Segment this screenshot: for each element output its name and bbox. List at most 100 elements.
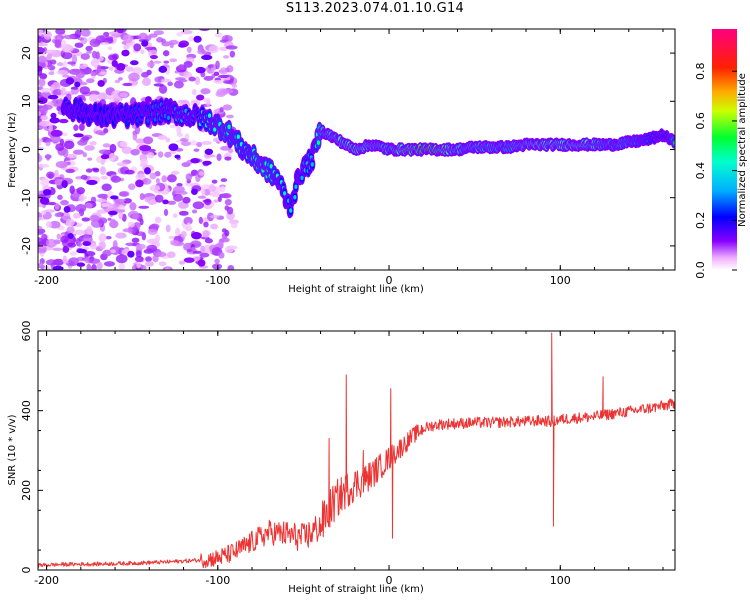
spectrogram-noise-cell: [97, 92, 108, 101]
spectrogram-noise-cell: [38, 43, 48, 47]
spectrogram-noise-cell: [142, 77, 152, 86]
spectrogram-noise-cell: [100, 154, 110, 160]
y-tick-label: -10: [20, 189, 33, 207]
spectrogram-noise-cell: [176, 183, 183, 187]
spectrogram-noise-cell: [81, 217, 91, 222]
x-tick-label: -100: [205, 274, 230, 287]
spectrogram-noise-cell: [145, 96, 152, 104]
spectrogram-noise-cell: [86, 78, 95, 84]
spectrogram-noise-cell: [38, 35, 43, 43]
spectrogram-noise-cell: [134, 255, 144, 263]
snr-marks: [38, 332, 675, 569]
spectrogram-noise-cell: [197, 48, 207, 55]
spectrogram-noise-cell: [222, 80, 234, 85]
spectrogram-noise-cell: [140, 49, 145, 55]
spectrogram-noise-cell: [38, 111, 42, 116]
spectrogram-noise-cell: [92, 168, 100, 173]
spectrogram-noise-cell: [131, 66, 143, 75]
spectrogram-noise-cell: [185, 173, 193, 181]
spectrogram-noise-cell: [39, 120, 50, 127]
spectrogram-noise-cell: [218, 74, 229, 79]
spectrogram-noise-cell: [224, 205, 230, 211]
spectrogram-noise-cell: [61, 180, 68, 189]
spectrogram-noise-cell: [86, 225, 93, 235]
spectrogram-noise-cell: [74, 29, 82, 38]
spectrogram-noise-cell: [204, 238, 213, 244]
spectrogram-noise-cell: [178, 79, 188, 83]
spectrogram-noise-cell: [62, 245, 70, 253]
spectrogram-noise-cell: [105, 36, 114, 41]
spectrogram-xlabel: Height of straight line (km): [288, 284, 424, 295]
spectrogram-noise-cell: [211, 179, 218, 184]
spectrogram-noise-cell: [54, 212, 61, 218]
spectrogram-noise-cell: [223, 55, 230, 59]
spectrogram-noise-cell: [221, 193, 232, 199]
spectrogram-noise-cell: [158, 65, 168, 73]
spectrogram-noise-cell: [188, 35, 194, 42]
spectrogram-noise-cell: [108, 46, 113, 51]
spectrogram-noise-cell: [202, 230, 210, 238]
colorbar-tick-label: 0.2: [694, 212, 707, 230]
spectrogram-noise-cell: [65, 77, 75, 85]
spectrogram-noise-cell: [65, 154, 78, 159]
spectrogram-noise-cell: [52, 247, 63, 251]
snr-ylabel: SNR (10 * v/v): [7, 414, 18, 485]
spectrogram-noise-cell: [102, 143, 111, 148]
spectrogram-noise-cell: [213, 71, 220, 77]
spectrogram-noise-cell: [170, 170, 180, 175]
spectrogram-noise-cell: [56, 233, 62, 240]
spectrogram-noise-cell: [54, 179, 63, 186]
spectrogram-noise-cell: [174, 154, 181, 159]
spectrogram-noise-cell: [230, 221, 238, 229]
spectrogram-noise-cell: [86, 179, 98, 186]
spectrogram-noise-cell: [135, 243, 146, 250]
spectrogram-noise-cell: [95, 130, 105, 136]
spectrogram-noise-cell: [176, 126, 182, 135]
spectrogram-noise-cell: [147, 152, 155, 159]
spectrogram-noise-cell: [89, 38, 101, 48]
spectrogram-noise-cell: [38, 138, 43, 143]
spectrogram-noise-cell: [125, 66, 134, 72]
spectrogram-noise-cell: [139, 192, 145, 201]
colorbar-tick-label: 0.0: [694, 261, 707, 279]
spectrogram-noise-cell: [107, 217, 112, 221]
spectrogram-noise-cell: [102, 249, 112, 257]
spectrogram-noise-cell: [67, 232, 74, 239]
spectrogram-noise-cell: [178, 210, 189, 216]
spectrogram-noise-cell: [38, 97, 48, 104]
spectrogram-noise-cell: [110, 195, 119, 200]
spectrogram-noise-cell: [69, 185, 75, 194]
spectrogram-noise-cell: [167, 251, 176, 258]
spectrogram-noise-cell: [118, 77, 123, 81]
spectrogram-noise-cell: [38, 153, 41, 162]
x-tick-label: -200: [34, 274, 59, 287]
spectrogram-noise-cell: [229, 50, 236, 58]
spectrogram-noise-cell: [82, 241, 92, 247]
spectrogram-noise-cell: [91, 264, 97, 270]
spectrogram-noise-cell: [101, 183, 112, 192]
spectrogram-noise-cell: [186, 248, 193, 253]
spectrogram-noise-cell: [67, 242, 77, 248]
spectrogram-noise-cell: [160, 78, 172, 83]
spectrogram-noise-cell: [80, 29, 91, 37]
spectrogram-noise-cell: [164, 151, 172, 158]
spectrogram-noise-cell: [78, 123, 85, 131]
colorbar-tick-label: 0.8: [694, 62, 707, 80]
spectrogram-noise-cell: [89, 215, 100, 222]
spectrogram-noise-cell: [163, 208, 169, 217]
colorbar-ticks: 0.0 0.2 0.4 0.6 0.8: [694, 62, 737, 279]
spectrogram-noise-cell: [40, 177, 50, 187]
y-tick-label: 0: [20, 567, 33, 574]
spectrogram-noise-cell: [65, 168, 75, 174]
spectrogram-noise-cell: [203, 75, 214, 81]
spectrogram-noise-cell: [100, 175, 108, 180]
spectrogram-marks: [38, 29, 675, 270]
spectrogram-noise-cell: [85, 45, 93, 52]
spectrogram-noise-cell: [169, 58, 178, 63]
spectrogram-noise-cell: [108, 54, 118, 61]
spectrogram-ridge-cell: [289, 208, 293, 213]
spectrogram-noise-cell: [55, 143, 65, 152]
spectrogram-noise-cell: [38, 237, 44, 246]
x-tick-label: -100: [205, 574, 230, 587]
spectrogram-ridge-cell: [236, 134, 240, 139]
